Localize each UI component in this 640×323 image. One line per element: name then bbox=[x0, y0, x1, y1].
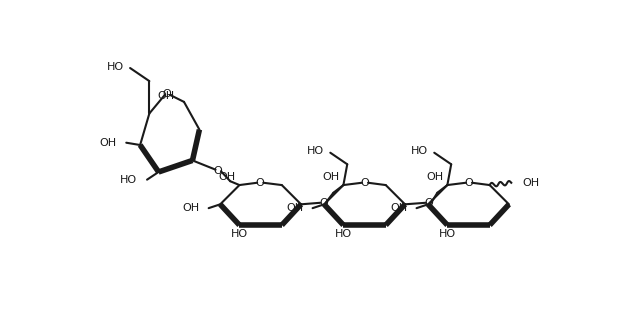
Text: OH: OH bbox=[218, 172, 236, 182]
Text: O: O bbox=[319, 198, 328, 208]
Text: O: O bbox=[424, 198, 433, 208]
Text: HO: HO bbox=[439, 229, 456, 239]
Text: OH: OH bbox=[157, 91, 175, 101]
Text: HO: HO bbox=[107, 62, 124, 72]
Text: OH: OH bbox=[323, 172, 340, 182]
Text: OH: OH bbox=[426, 172, 444, 182]
Text: OH: OH bbox=[286, 203, 303, 213]
Text: O: O bbox=[465, 178, 474, 188]
Text: O: O bbox=[360, 178, 369, 188]
Text: O: O bbox=[256, 178, 264, 188]
Text: HO: HO bbox=[120, 175, 137, 185]
Text: O: O bbox=[214, 166, 222, 176]
Text: HO: HO bbox=[335, 229, 352, 239]
Text: OH: OH bbox=[182, 203, 200, 213]
Text: HO: HO bbox=[231, 229, 248, 239]
Text: OH: OH bbox=[99, 138, 116, 148]
Text: HO: HO bbox=[411, 146, 428, 156]
Text: OH: OH bbox=[522, 178, 539, 188]
Text: HO: HO bbox=[307, 146, 324, 156]
Text: OH: OH bbox=[390, 203, 407, 213]
Text: O: O bbox=[163, 89, 172, 99]
